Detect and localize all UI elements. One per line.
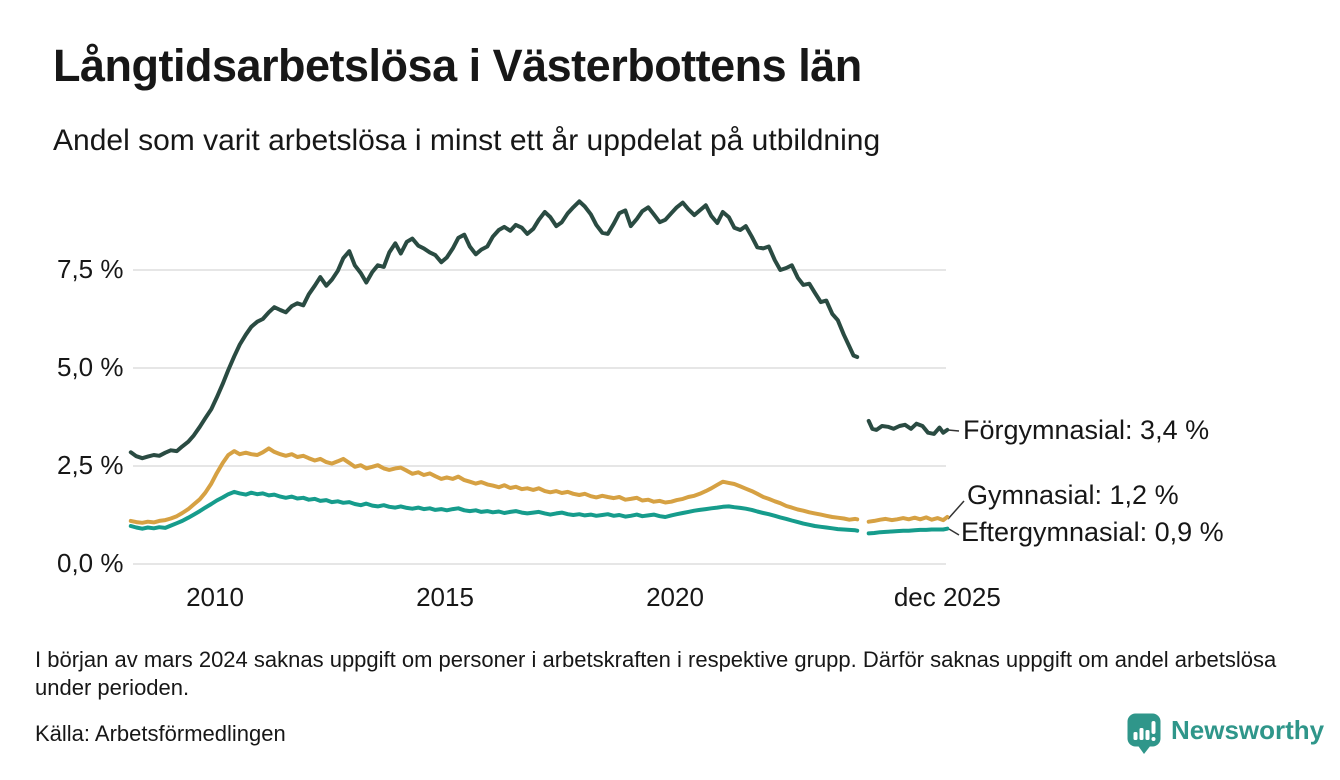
label-connector-line <box>948 528 960 536</box>
source-text: Källa: Arbetsförmedlingen <box>35 721 286 746</box>
label-connector-line <box>947 500 965 520</box>
chart-subtitle: Andel som varit arbetslösa i minst ett å… <box>53 124 881 157</box>
series-line-förgymnasial <box>128 199 860 461</box>
y-axis-tick-label: 7,5 % <box>57 254 124 284</box>
y-axis-tick-label: 0,0 % <box>57 548 124 578</box>
series-line-eftergymnasial <box>866 526 950 536</box>
y-axis-tick-label: 2,5 % <box>57 450 124 480</box>
series-line-eftergymnasial <box>128 489 860 533</box>
footnote-text: I början av mars 2024 saknas uppgift om … <box>35 647 1277 701</box>
series-line-gymnasial <box>128 446 860 525</box>
page-title: Långtidsarbetslösa i Västerbottens län <box>53 40 862 91</box>
x-axis-tick-label: 2020 <box>646 582 704 612</box>
x-axis-tick-label: dec 2025 <box>893 582 1001 612</box>
x-axis-tick-label: 2015 <box>416 582 474 612</box>
series-line-förgymnasial <box>866 418 950 436</box>
newsworthy-chart-pin-icon <box>1127 713 1161 754</box>
newsworthy-logo-text: Newsworthy <box>1171 715 1325 745</box>
series-end-label-eftergymnasial: Eftergymnasial: 0,9 % <box>961 517 1224 547</box>
newsworthy-logo: Newsworthy <box>1127 713 1324 754</box>
y-axis-tick-label: 5,0 % <box>57 352 124 382</box>
series-end-label-forgymnasial: Förgymnasial: 3,4 % <box>963 415 1210 445</box>
x-axis-tick-label: 2010 <box>186 582 244 612</box>
series-line-gymnasial <box>866 515 950 524</box>
label-connector-line <box>947 429 960 432</box>
series-end-label-gymnasial: Gymnasial: 1,2 % <box>967 480 1179 510</box>
